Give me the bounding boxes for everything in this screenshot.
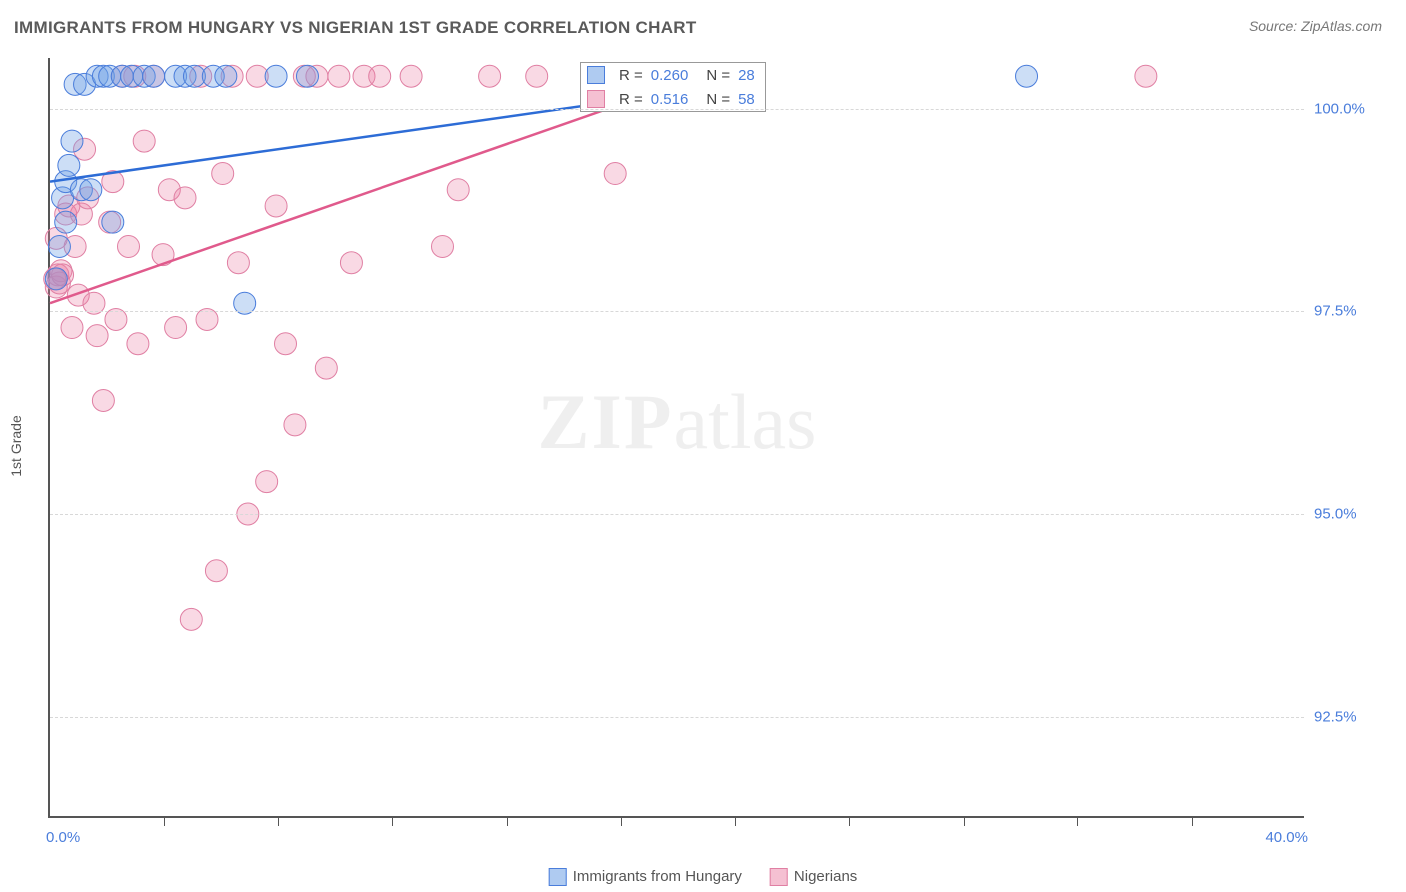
y-tick-label: 95.0%: [1314, 506, 1384, 523]
x-tick: [1192, 816, 1193, 826]
n-label: N =: [706, 67, 730, 84]
x-tick: [735, 816, 736, 826]
data-point: [165, 317, 187, 339]
y-tick-label: 97.5%: [1314, 303, 1384, 320]
data-point: [479, 65, 501, 87]
data-point: [526, 65, 548, 87]
legend-label: Immigrants from Hungary: [573, 868, 742, 885]
data-point: [275, 333, 297, 355]
data-point: [55, 211, 77, 233]
stats-box: R = 0.260 N = 28 R = 0.516 N = 58: [580, 62, 766, 112]
y-tick-label: 92.5%: [1314, 708, 1384, 725]
data-point: [61, 317, 83, 339]
data-point: [328, 65, 350, 87]
data-point: [118, 235, 140, 257]
chart-title: IMMIGRANTS FROM HUNGARY VS NIGERIAN 1ST …: [14, 18, 697, 38]
legend-bottom: Immigrants from Hungary Nigerians: [549, 868, 858, 886]
data-point: [205, 560, 227, 582]
x-tick: [392, 816, 393, 826]
plot-area: ZIPatlas R =0.260N =28R =0.516N =58 92.5…: [48, 58, 1304, 818]
n-label: N =: [706, 91, 730, 108]
legend-swatch: [587, 90, 605, 108]
stats-row: R = 0.260 N = 28: [581, 63, 765, 87]
x-tick: [507, 816, 508, 826]
data-point: [265, 65, 287, 87]
data-point: [369, 65, 391, 87]
data-point: [86, 325, 108, 347]
data-point: [1135, 65, 1157, 87]
source-attribution: Source: ZipAtlas.com: [1249, 18, 1382, 34]
trend-line: [50, 84, 678, 303]
data-point: [1016, 65, 1038, 87]
n-value: 28: [738, 67, 755, 84]
data-point: [180, 608, 202, 630]
data-point: [340, 252, 362, 274]
data-point: [315, 357, 337, 379]
data-point: [212, 163, 234, 185]
x-tick: [1077, 816, 1078, 826]
gridline-h: [50, 717, 1304, 718]
data-point: [174, 187, 196, 209]
data-point: [133, 130, 155, 152]
data-point: [227, 252, 249, 274]
r-value: 0.516: [651, 91, 689, 108]
legend-swatch: [587, 66, 605, 84]
x-tick-label-left: 0.0%: [46, 829, 80, 846]
data-point: [48, 235, 70, 257]
y-axis-title: 1st Grade: [8, 415, 24, 476]
data-point: [45, 268, 67, 290]
x-tick: [164, 816, 165, 826]
n-value: 58: [738, 91, 755, 108]
data-point: [432, 235, 454, 257]
y-tick-label: 100.0%: [1314, 100, 1384, 117]
legend-label: Nigerians: [794, 868, 857, 885]
data-point: [447, 179, 469, 201]
data-point: [127, 333, 149, 355]
legend-item: Immigrants from Hungary: [549, 868, 742, 886]
data-point: [80, 179, 102, 201]
r-label: R =: [619, 91, 643, 108]
data-point: [265, 195, 287, 217]
data-point: [61, 130, 83, 152]
legend-swatch: [770, 868, 788, 886]
data-point: [102, 211, 124, 233]
x-tick: [621, 816, 622, 826]
r-label: R =: [619, 67, 643, 84]
x-tick-label-right: 40.0%: [1265, 829, 1308, 846]
data-point: [215, 65, 237, 87]
gridline-h: [50, 311, 1304, 312]
data-point: [400, 65, 422, 87]
legend-swatch: [549, 868, 567, 886]
gridline-h: [50, 109, 1304, 110]
legend-item: Nigerians: [770, 868, 857, 886]
data-point: [604, 163, 626, 185]
r-value: 0.260: [651, 67, 689, 84]
data-point: [143, 65, 165, 87]
data-point: [256, 471, 278, 493]
x-tick: [964, 816, 965, 826]
chart-svg: [50, 58, 1304, 816]
data-point: [296, 65, 318, 87]
x-tick: [278, 816, 279, 826]
data-point: [92, 390, 114, 412]
gridline-h: [50, 514, 1304, 515]
x-tick: [849, 816, 850, 826]
stats-row: R = 0.516 N = 58: [581, 87, 765, 111]
data-point: [284, 414, 306, 436]
data-point: [58, 154, 80, 176]
